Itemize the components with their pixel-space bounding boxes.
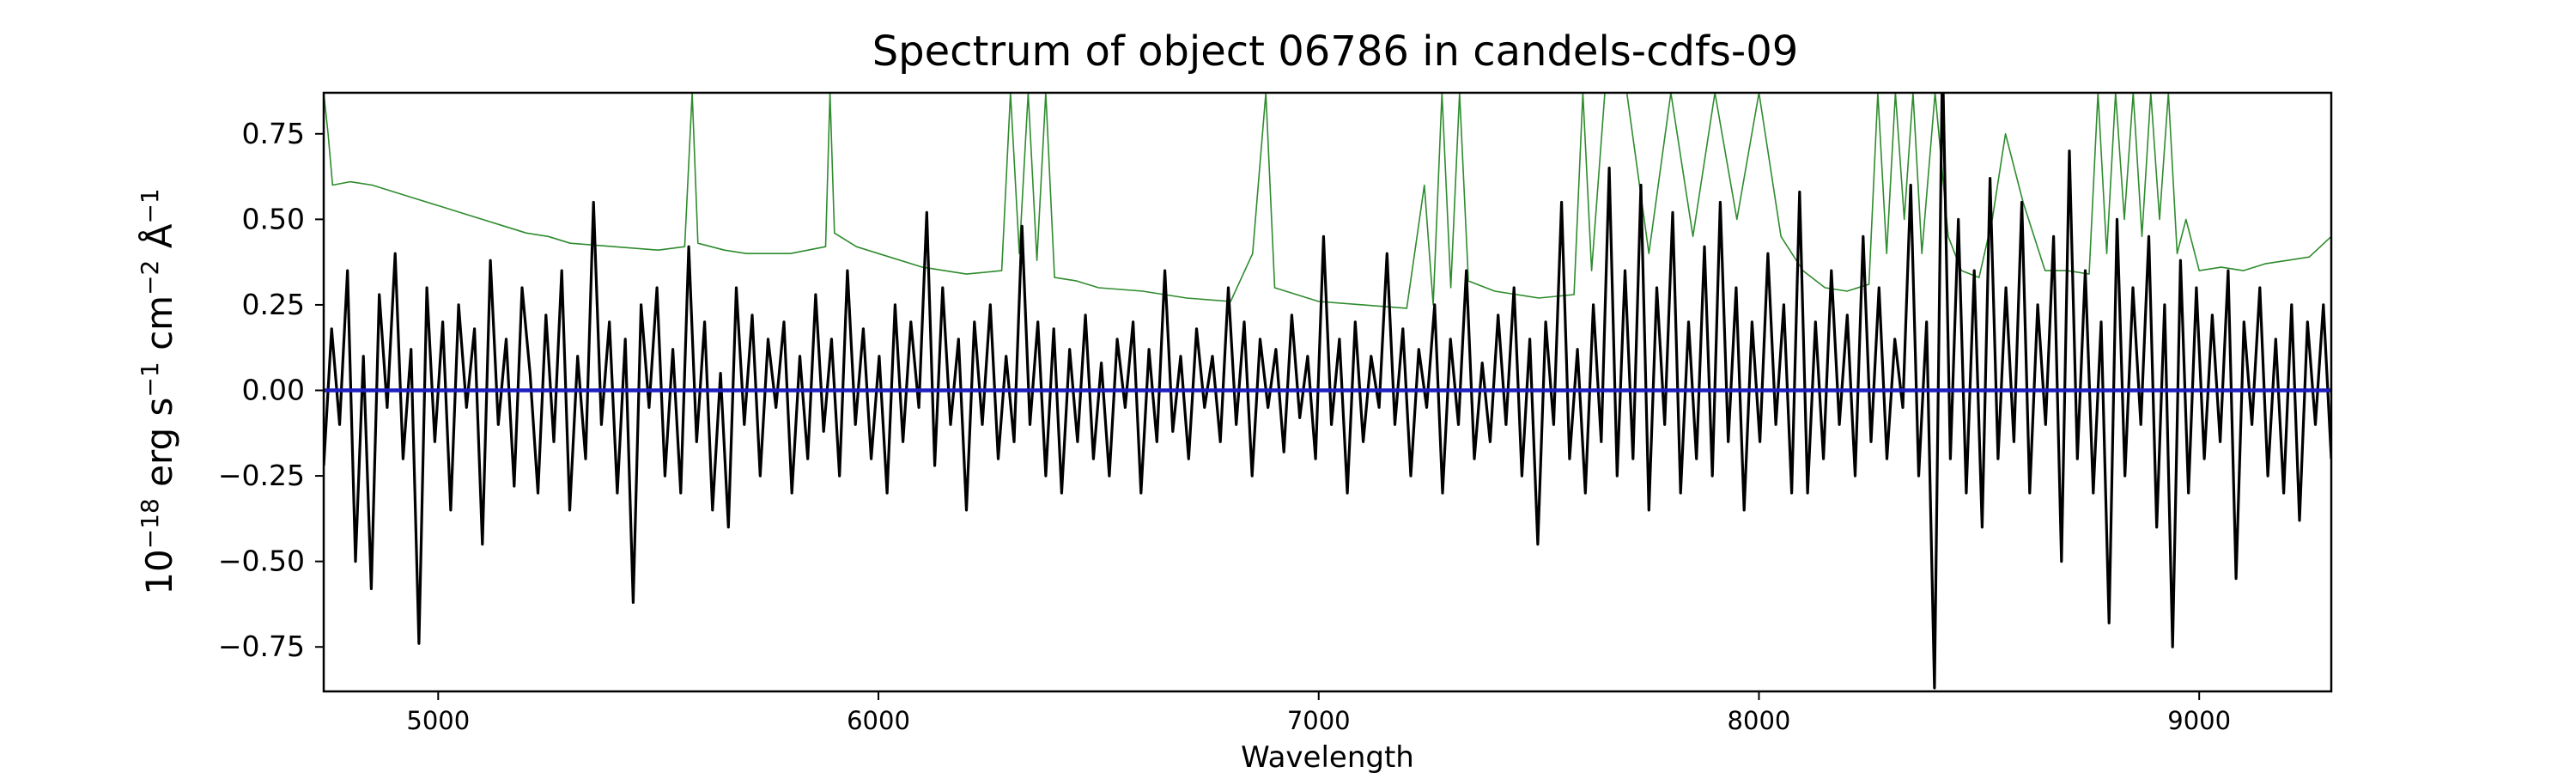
y-axis: −0.75 −0.50 −0.25 0.00 0.25 0.50 0.75 <box>218 117 324 663</box>
x-tick-label: 7000 <box>1287 706 1351 735</box>
y-tick-label: 0.75 <box>242 117 305 150</box>
y-label-exp2: −1 <box>136 362 164 397</box>
y-label-unit1: erg s <box>138 398 180 499</box>
y-tick-label: 0.00 <box>242 374 305 407</box>
y-tick-label: −0.50 <box>218 545 305 578</box>
y-tick-label: −0.25 <box>218 459 305 492</box>
x-tick-label: 9000 <box>2167 706 2231 735</box>
x-axis: 5000 6000 7000 8000 9000 <box>406 691 2231 735</box>
y-tick-label: 0.50 <box>242 202 305 235</box>
series-error-line <box>324 93 2331 309</box>
plot-area <box>322 91 2333 693</box>
x-tick-label: 6000 <box>847 706 910 735</box>
y-label-exp4: −1 <box>136 188 164 223</box>
y-label-unit3: Å <box>137 223 180 259</box>
y-tick-label: −0.75 <box>218 630 305 663</box>
axes-frame <box>322 91 2333 693</box>
chart-title: Spectrum of object 06786 in candels-cdfs… <box>872 27 1799 76</box>
x-tick-label: 8000 <box>1728 706 1791 735</box>
y-label-prefix: 10 <box>138 549 180 594</box>
y-label-unit2: cm <box>138 295 180 362</box>
series-flux-line <box>324 93 2331 690</box>
x-axis-label: Wavelength <box>1241 740 1414 773</box>
y-label-exp1: −18 <box>136 498 164 549</box>
x-tick-label: 5000 <box>406 706 470 735</box>
y-tick-label: 0.25 <box>242 288 305 321</box>
y-label-exp3: −2 <box>136 260 164 295</box>
y-axis-label: 10−18 erg s−1 cm−2 Å−1 <box>136 188 180 594</box>
